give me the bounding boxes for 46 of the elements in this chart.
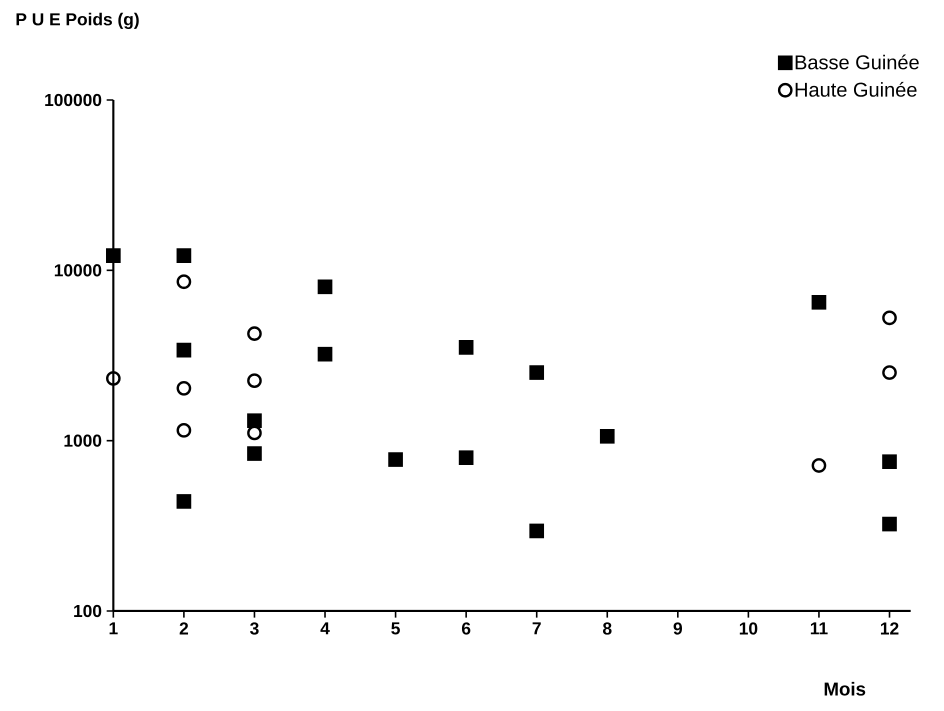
x-tick-label: 6 (462, 622, 470, 635)
x-tick-label: 5 (391, 622, 400, 634)
legend-label: Haute Guinée (796, 82, 917, 97)
x-tick-label: 8 (602, 622, 612, 635)
x-tick-label: 9 (674, 622, 682, 635)
point (812, 294, 826, 310)
y-tick-label: 10000 (54, 264, 102, 276)
point (247, 413, 262, 428)
point (882, 516, 897, 532)
y-tick-label: 1000 (64, 434, 102, 447)
point (600, 429, 615, 444)
point (106, 371, 121, 386)
legend-label: Basse Guinée (796, 54, 919, 70)
point (882, 365, 897, 380)
x-axis-title: Mois (824, 682, 866, 696)
y-tick-label: 100 (74, 604, 102, 618)
point (882, 454, 897, 469)
x-tick-label: 10 (740, 622, 758, 635)
point (247, 446, 262, 461)
point (176, 422, 192, 438)
point (176, 494, 192, 509)
x-tick-label: 1 (110, 622, 118, 634)
point (318, 280, 332, 294)
point (176, 274, 192, 290)
point (176, 342, 192, 358)
point (106, 248, 121, 263)
x-tick-label: 4 (320, 622, 330, 634)
point (318, 346, 332, 362)
point (529, 524, 544, 538)
point (388, 452, 403, 467)
x-tick-label: 7 (532, 622, 541, 634)
point (458, 450, 474, 465)
point (529, 365, 544, 380)
y-axis-title: P U E Poids (g) (16, 12, 139, 29)
point (812, 458, 826, 473)
point (176, 248, 192, 263)
x-tick-label: 2 (180, 622, 188, 634)
point (247, 373, 262, 388)
x-tick-label: 3 (250, 622, 259, 635)
point (458, 340, 474, 355)
y-tick-label: 100000 (45, 94, 102, 106)
x-tick-label: 12 (880, 622, 898, 634)
point (882, 310, 897, 326)
point (176, 380, 192, 396)
x-tick-label: 11 (810, 622, 828, 634)
point (247, 326, 262, 341)
